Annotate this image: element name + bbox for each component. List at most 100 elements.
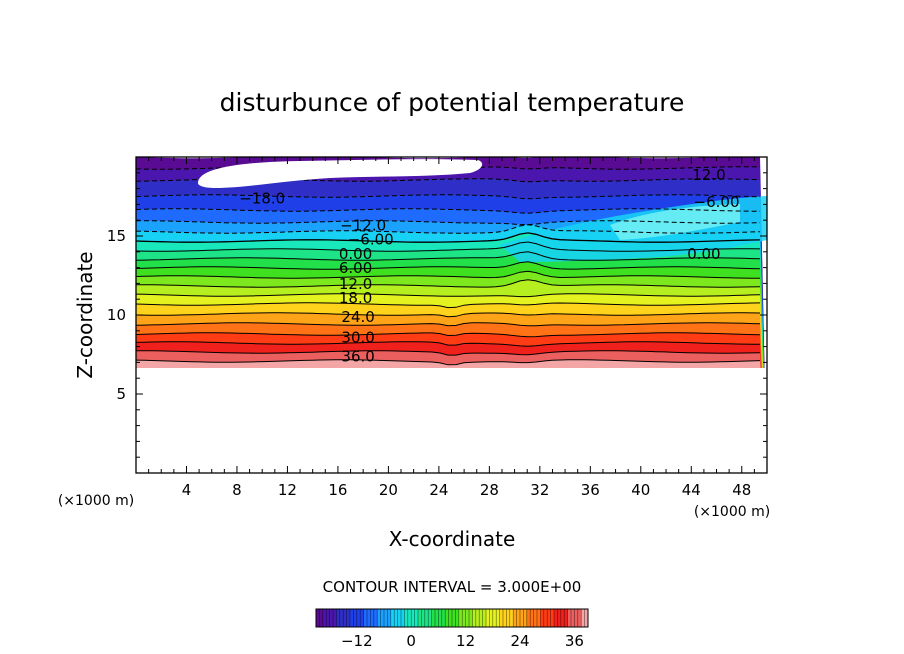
colorbar-cell bbox=[407, 609, 412, 627]
colorbar-ticks: −12 0 12 24 36 bbox=[341, 632, 584, 650]
contour-label: 12.0 bbox=[339, 275, 372, 293]
colorbar-cell bbox=[533, 609, 538, 627]
colorbar-cell bbox=[550, 609, 555, 627]
colorbar-cell bbox=[431, 609, 436, 627]
colorbar-cell bbox=[462, 609, 466, 627]
colorbar-cell bbox=[482, 609, 487, 627]
colorbar-cell bbox=[574, 609, 579, 627]
contour-line bbox=[136, 322, 761, 327]
x-tick-label: 40 bbox=[631, 481, 650, 499]
contour-line bbox=[136, 312, 761, 318]
colorbar-cell bbox=[537, 609, 541, 627]
colorbar-cell bbox=[560, 609, 565, 627]
y-tick-label: 10 bbox=[107, 306, 126, 324]
y-axis-ticks: 5 10 15 bbox=[107, 172, 767, 458]
x-tick-label: 36 bbox=[581, 481, 600, 499]
color-bands bbox=[136, 157, 767, 473]
colorbar-cell bbox=[356, 609, 361, 627]
x-tick-label: 44 bbox=[682, 481, 701, 499]
colorbar-cell bbox=[377, 609, 381, 627]
colorbar-cell bbox=[343, 609, 347, 627]
x-tick-label: 48 bbox=[732, 481, 751, 499]
colorbar-cell bbox=[452, 609, 456, 627]
colorbar-cell bbox=[401, 609, 405, 627]
colorbar-cell bbox=[458, 609, 463, 627]
colorbar-cell bbox=[448, 609, 453, 627]
colorbar-cell bbox=[336, 609, 341, 627]
colorbar-cell bbox=[489, 609, 494, 627]
chart-title: disturbunce of potential temperature bbox=[220, 88, 685, 117]
colorbar-cell bbox=[390, 609, 395, 627]
colorbar bbox=[315, 608, 589, 628]
x-tick-label: 20 bbox=[379, 481, 398, 499]
colorbar-cell bbox=[503, 609, 507, 627]
colorbar-cell bbox=[384, 609, 388, 627]
x-tick-label: 28 bbox=[480, 481, 499, 499]
colorbar-cell bbox=[326, 609, 330, 627]
colorbar-cell bbox=[506, 609, 511, 627]
y-axis-label: Z-coordinate bbox=[73, 251, 97, 378]
colorbar-cell bbox=[394, 609, 398, 627]
plot-area bbox=[136, 157, 767, 473]
colorbar-cell bbox=[421, 609, 426, 627]
colorbar-cell bbox=[319, 609, 324, 627]
colorbar-cell bbox=[584, 609, 589, 627]
colorbar-cell bbox=[363, 609, 368, 627]
colorbar-cell bbox=[567, 609, 572, 627]
colorbar-cell bbox=[360, 609, 364, 627]
x-axis-label: X-coordinate bbox=[389, 527, 516, 551]
colorbar-cell bbox=[492, 609, 497, 627]
colorbar-cell bbox=[414, 609, 419, 627]
contour-label: −6.00 bbox=[348, 231, 394, 249]
contour-line bbox=[136, 350, 761, 356]
colorbar-tick-label: 24 bbox=[510, 632, 529, 650]
x-tick-label: 24 bbox=[429, 481, 448, 499]
colorbar-cell bbox=[445, 609, 449, 627]
contour-line bbox=[136, 194, 761, 200]
contour-label: 12.0 bbox=[692, 166, 725, 184]
x-tick-label: 16 bbox=[328, 481, 347, 499]
colorbar-cell bbox=[435, 609, 439, 627]
colorbar-cell bbox=[581, 609, 585, 627]
colorbar-cell bbox=[543, 609, 548, 627]
y-unit-label: (×1000 m) bbox=[58, 493, 134, 509]
colorbar-cell bbox=[322, 609, 327, 627]
colorbar-tick-label: 0 bbox=[406, 632, 416, 650]
colorbar-cell bbox=[469, 609, 473, 627]
contour-label: 18.0 bbox=[339, 289, 372, 307]
colorbar-cell bbox=[523, 609, 528, 627]
contour-label: 0.00 bbox=[687, 245, 720, 263]
contour-line bbox=[136, 279, 761, 288]
colorbar-cell bbox=[516, 609, 521, 627]
colorbar-cell bbox=[316, 609, 320, 627]
missing-region-top bbox=[198, 159, 483, 188]
contour-label: −6.00 bbox=[694, 193, 740, 211]
colorbar-cell bbox=[520, 609, 524, 627]
colorbar-cell bbox=[571, 609, 575, 627]
colorbar-cell bbox=[554, 609, 558, 627]
colorbar-frame bbox=[315, 608, 589, 628]
missing-region-bottom bbox=[136, 368, 767, 473]
contour-label: −18.0 bbox=[239, 190, 285, 208]
colorbar-cell bbox=[557, 609, 562, 627]
contour-label: 24.0 bbox=[341, 308, 374, 326]
colorbar-cell bbox=[353, 609, 358, 627]
x-tick-label: 4 bbox=[182, 481, 192, 499]
contour-line bbox=[136, 232, 761, 243]
colorbar-cell bbox=[475, 609, 480, 627]
contour-labels: −18.0−12.0−6.000.006.0012.018.024.030.03… bbox=[239, 166, 740, 366]
colorbar-cell bbox=[373, 609, 378, 627]
contour-line bbox=[136, 224, 761, 234]
colorbar-cell bbox=[397, 609, 402, 627]
contour-line bbox=[136, 270, 760, 279]
colorbar-cell bbox=[530, 609, 534, 627]
contour-line bbox=[136, 220, 761, 226]
contour-line bbox=[136, 261, 761, 270]
colorbar-cell bbox=[509, 609, 514, 627]
colorbar-cell bbox=[479, 609, 483, 627]
colorbar-tick-label: 12 bbox=[456, 632, 475, 650]
colorbar-cell bbox=[577, 609, 582, 627]
colorbar-cell bbox=[411, 609, 415, 627]
colorbar-tick-label: −12 bbox=[341, 632, 373, 650]
colorbar-cell bbox=[346, 609, 351, 627]
